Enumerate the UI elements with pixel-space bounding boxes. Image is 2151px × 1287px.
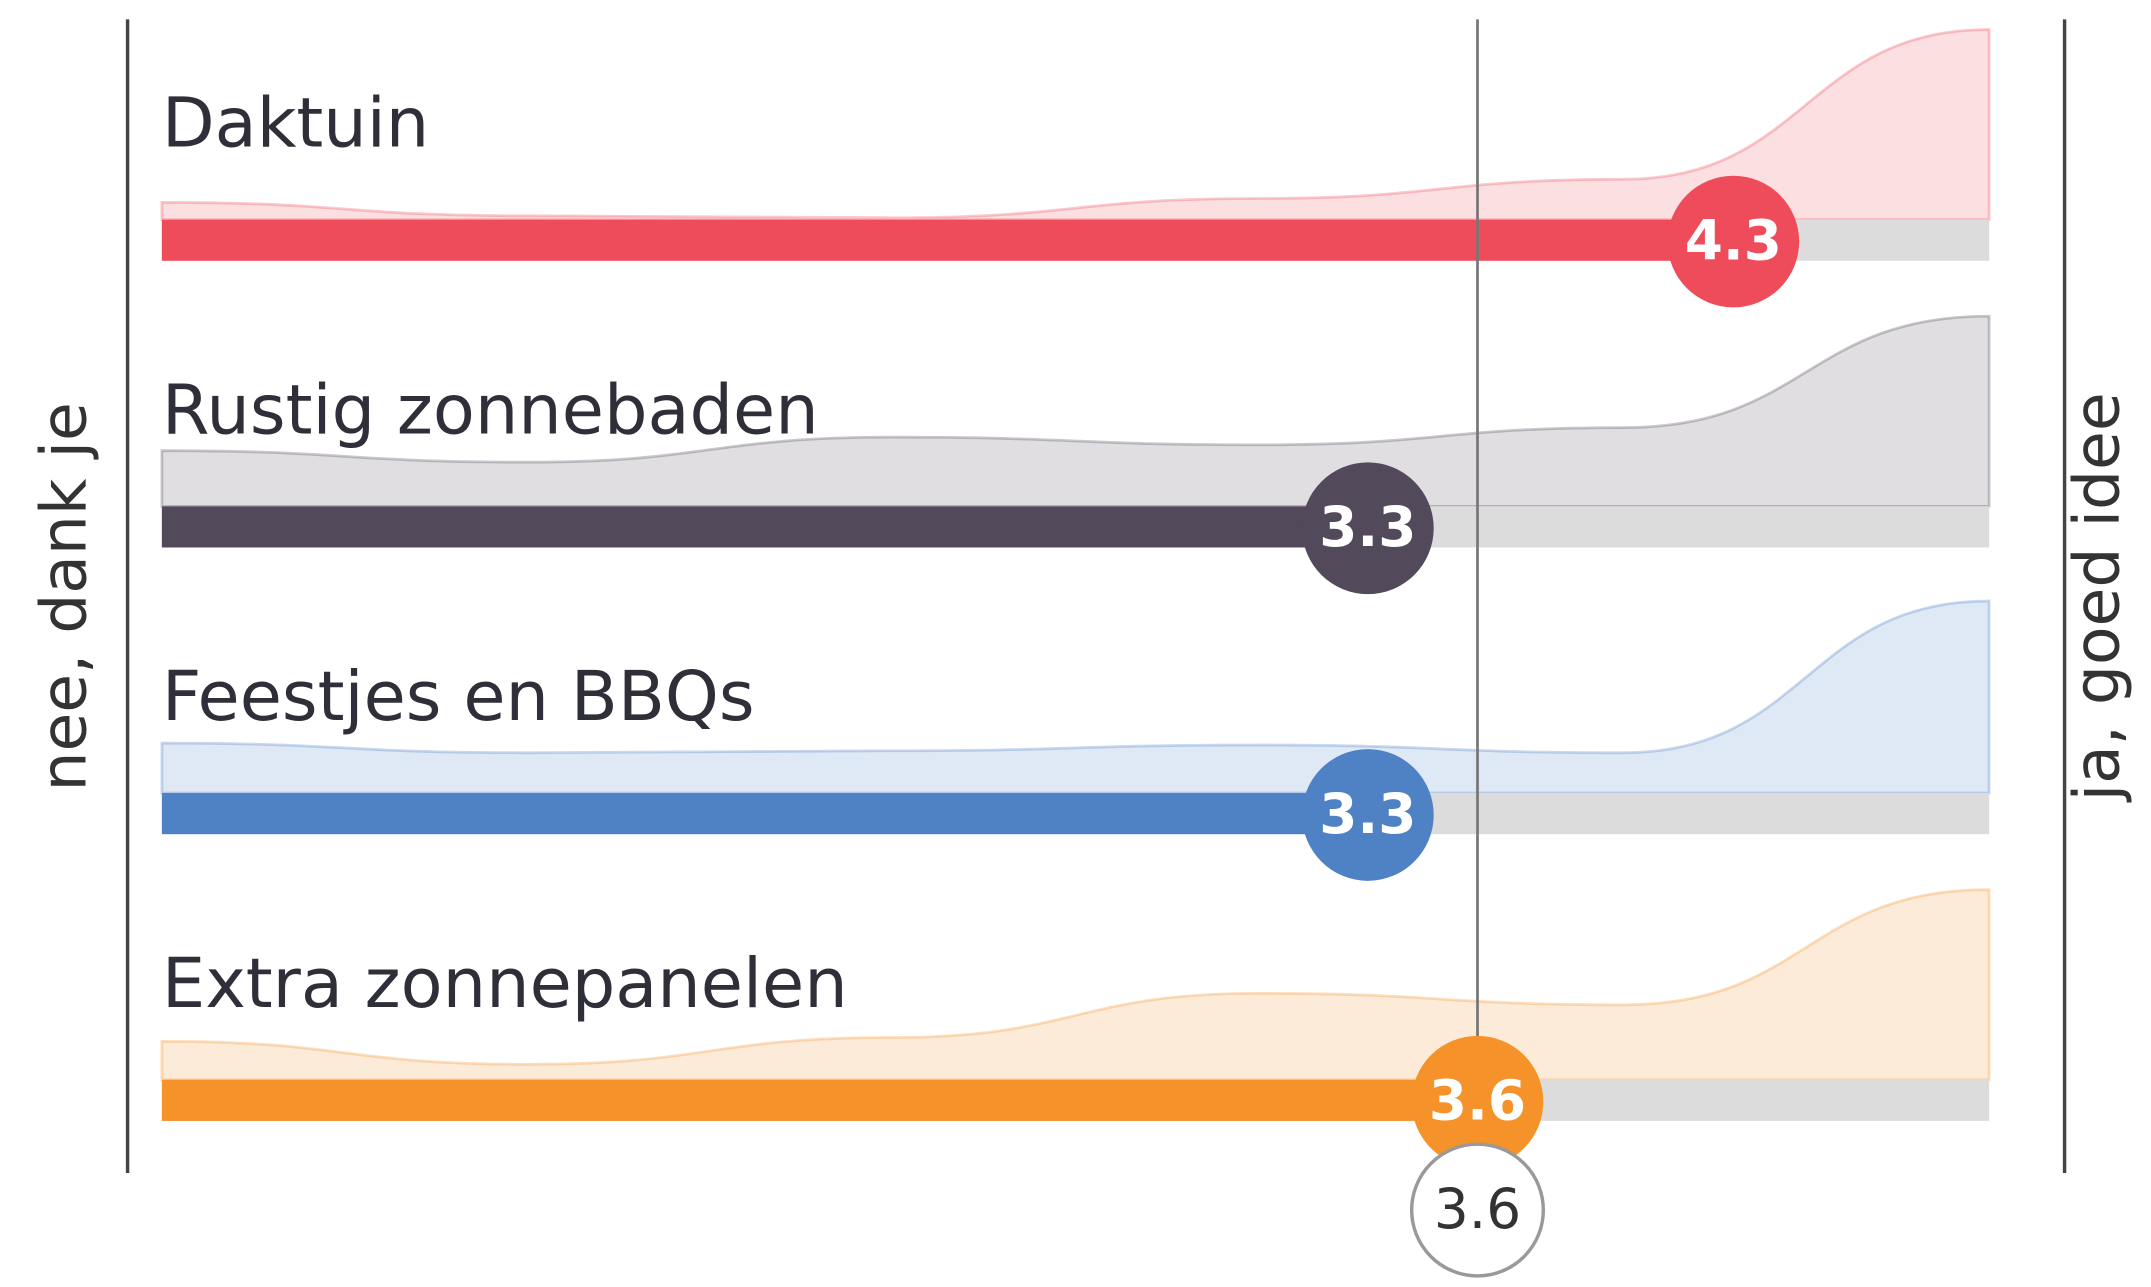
- value-label: 3.6: [1429, 1069, 1526, 1133]
- category-label: Daktuin: [162, 84, 429, 164]
- bar: [161, 1079, 1478, 1121]
- distribution-area: [160, 314, 1991, 508]
- value-label: 3.3: [1319, 495, 1416, 559]
- bar: [161, 793, 1368, 835]
- average-label: 3.6: [1434, 1177, 1521, 1241]
- average-marker: [1409, 1142, 1546, 1278]
- distribution-area: [160, 599, 1991, 795]
- value-marker: [1302, 749, 1434, 881]
- category-label: Extra zonnepanelen: [162, 944, 848, 1024]
- value-marker: [1302, 462, 1434, 595]
- distribution-area: [160, 28, 1991, 221]
- value-label: 4.3: [1685, 208, 1782, 272]
- right-axis-label: ja, goed idee: [2060, 392, 2134, 803]
- category-label: Feestjes en BBQs: [162, 657, 755, 737]
- bar: [161, 219, 1734, 261]
- category-label: Rustig zonnebaden: [162, 370, 819, 450]
- value-marker: [1411, 1035, 1544, 1168]
- distribution-area: [160, 888, 1991, 1082]
- value-marker: [1667, 175, 1800, 308]
- bar: [161, 506, 1368, 548]
- value-label: 3.3: [1319, 782, 1416, 846]
- left-axis-label: nee, dank je: [27, 402, 101, 791]
